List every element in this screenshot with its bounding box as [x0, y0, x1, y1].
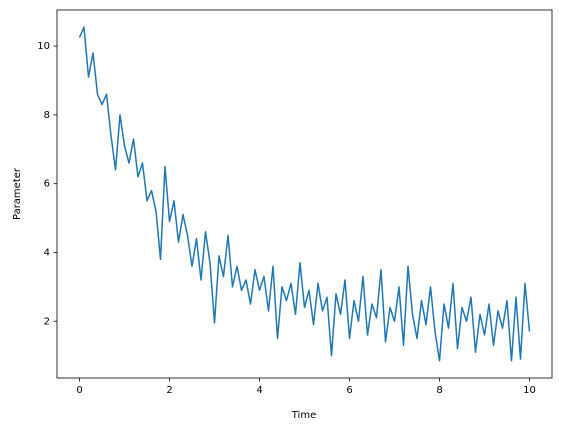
x-tick-label: 0: [76, 385, 82, 396]
x-tick-label: 6: [346, 385, 352, 396]
y-tick-label: 8: [44, 110, 50, 121]
y-tick-label: 10: [37, 41, 50, 52]
line-series: [78, 26, 531, 362]
x-tick-label: 2: [166, 385, 172, 396]
axes-frame: [56, 9, 553, 379]
x-tick-label: 4: [256, 385, 262, 396]
y-axis-label: Parameter: [12, 167, 23, 220]
x-axis-label: Time: [291, 410, 316, 421]
y-tick-label: 6: [44, 179, 50, 190]
x-tick-label: 8: [436, 385, 442, 396]
y-tick-label: 4: [44, 247, 50, 258]
x-tick-label: 10: [523, 385, 536, 396]
y-tick-label: 2: [44, 316, 50, 327]
